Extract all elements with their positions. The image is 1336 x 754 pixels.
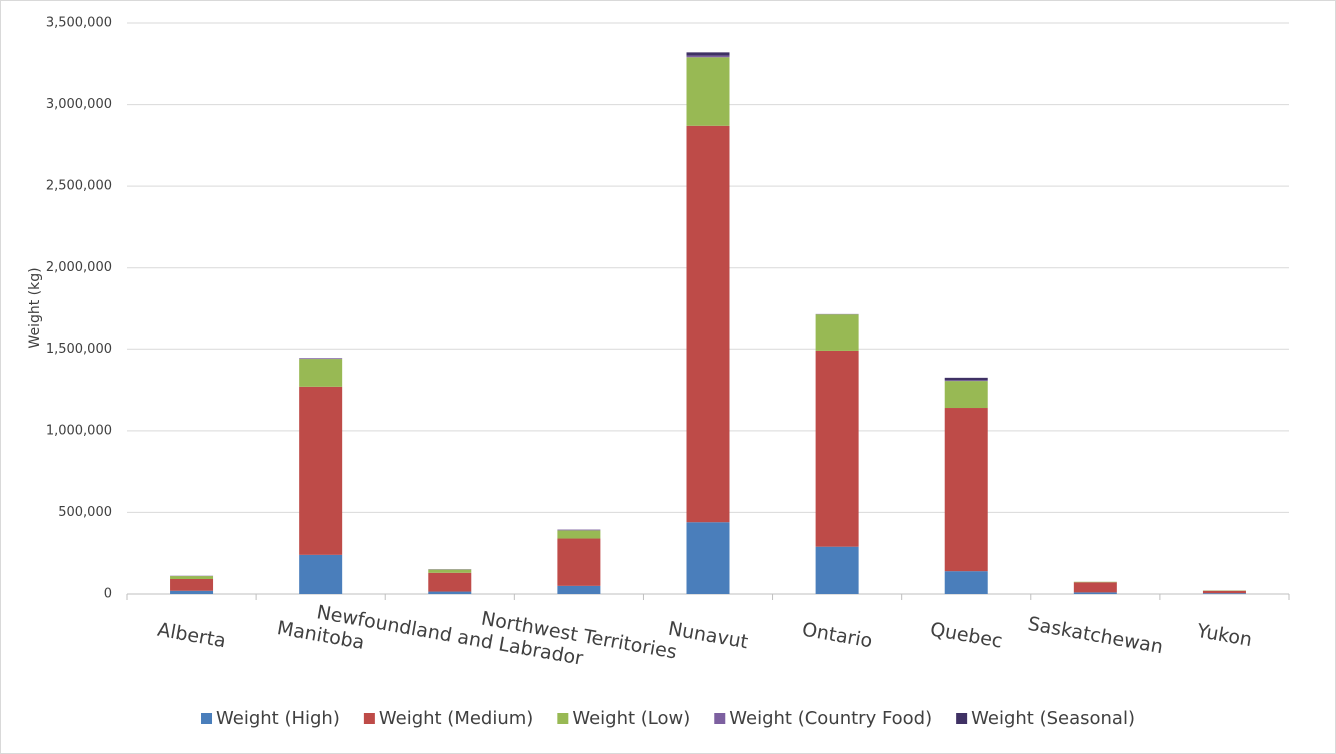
legend-swatch (557, 713, 569, 724)
y-axis-label: Weight (kg) (27, 267, 43, 348)
bar-segment (170, 578, 214, 591)
bar-segment (944, 381, 988, 409)
y-tick-label: 2,000,000 (46, 260, 112, 275)
bar-segment (170, 576, 214, 579)
bar-segment (944, 571, 988, 594)
legend-swatch (956, 713, 968, 724)
bar-segment (557, 529, 601, 531)
bar-segment (1202, 593, 1246, 594)
bar-segment (944, 408, 988, 572)
y-tick-label: 3,000,000 (46, 97, 112, 112)
y-tick-label: 3,500,000 (46, 16, 112, 31)
bar-segment (815, 314, 859, 351)
legend-swatch (714, 713, 726, 724)
bar-segment (815, 350, 859, 547)
legend-swatch (363, 713, 375, 724)
bar-segment (686, 522, 730, 594)
y-tick-label: 1,000,000 (46, 423, 112, 438)
bar-segment (557, 530, 601, 539)
bar-segment (686, 55, 730, 58)
legend-label: Weight (Low) (572, 708, 690, 729)
bar-segment (815, 546, 859, 594)
legend-label: Weight (Medium) (379, 708, 533, 729)
y-tick-label: 2,500,000 (46, 179, 112, 194)
bar-segment (1073, 592, 1117, 594)
bar-segment (299, 386, 343, 555)
legend-label: Weight (High) (216, 708, 340, 729)
bar-segment (299, 359, 343, 387)
bar-segment (428, 569, 472, 573)
bar-segment (299, 554, 343, 594)
legend-label: Weight (Seasonal) (971, 708, 1135, 729)
bar-segment (170, 590, 214, 594)
bar-segment (557, 585, 601, 594)
bar-segment (1202, 590, 1246, 594)
y-tick-label: 1,500,000 (46, 342, 112, 357)
bar-segment (557, 538, 601, 586)
bar-segment (686, 125, 730, 523)
legend-swatch (201, 713, 213, 724)
y-tick-label: 0 (104, 587, 112, 602)
bar-segment (686, 57, 730, 126)
y-tick-label: 500,000 (58, 505, 112, 520)
bar-segment (944, 377, 988, 381)
bar-segment (686, 52, 730, 56)
bar-segment (428, 591, 472, 594)
bar-segment (944, 380, 988, 382)
legend-label: Weight (Country Food) (729, 708, 932, 729)
bar-segment (1073, 582, 1117, 593)
bar-segment (428, 572, 472, 592)
bar-segment (299, 358, 343, 360)
